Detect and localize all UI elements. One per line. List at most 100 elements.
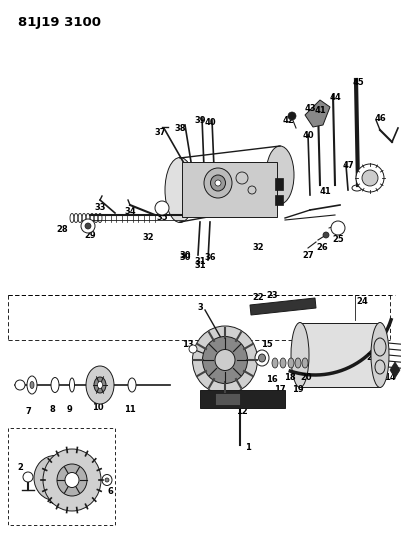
Text: 16: 16 <box>265 376 277 384</box>
Ellipse shape <box>128 378 136 392</box>
Ellipse shape <box>86 366 114 404</box>
Ellipse shape <box>164 157 194 222</box>
Ellipse shape <box>254 350 268 366</box>
Ellipse shape <box>43 449 101 511</box>
Ellipse shape <box>287 358 293 368</box>
Ellipse shape <box>290 322 308 387</box>
Text: 38: 38 <box>174 124 185 133</box>
Text: 47: 47 <box>341 160 353 169</box>
Circle shape <box>330 221 344 235</box>
Ellipse shape <box>27 376 37 394</box>
Polygon shape <box>389 362 399 378</box>
Text: 81J19 3100: 81J19 3100 <box>18 16 101 29</box>
Circle shape <box>322 232 328 238</box>
Text: 36: 36 <box>204 254 215 262</box>
Text: 41: 41 <box>318 188 330 197</box>
Text: 40: 40 <box>204 117 215 126</box>
Ellipse shape <box>258 354 265 362</box>
Text: 25: 25 <box>331 236 343 245</box>
Text: 23: 23 <box>265 290 277 300</box>
Circle shape <box>81 219 95 233</box>
Circle shape <box>361 170 377 186</box>
Text: 7: 7 <box>25 408 31 416</box>
Ellipse shape <box>301 358 307 368</box>
Text: 30: 30 <box>179 251 190 260</box>
Ellipse shape <box>370 322 388 387</box>
Circle shape <box>188 345 196 353</box>
Ellipse shape <box>46 469 64 488</box>
Circle shape <box>155 201 168 215</box>
Text: 20: 20 <box>300 374 311 383</box>
Ellipse shape <box>202 336 247 384</box>
Ellipse shape <box>65 472 79 488</box>
Text: 8: 8 <box>49 406 55 415</box>
Ellipse shape <box>265 146 293 204</box>
Text: 42: 42 <box>282 116 293 125</box>
Circle shape <box>15 380 25 390</box>
Ellipse shape <box>97 382 102 389</box>
Text: 28: 28 <box>56 225 68 235</box>
Text: 18: 18 <box>284 374 295 383</box>
Ellipse shape <box>203 168 231 198</box>
Ellipse shape <box>30 382 34 389</box>
Circle shape <box>85 223 91 229</box>
Bar <box>274 178 282 190</box>
Ellipse shape <box>105 478 109 482</box>
Text: 4: 4 <box>49 497 55 506</box>
Circle shape <box>355 164 383 192</box>
Text: 19: 19 <box>292 385 303 394</box>
Ellipse shape <box>69 378 74 392</box>
Text: 45: 45 <box>351 77 363 86</box>
Ellipse shape <box>34 456 76 500</box>
Ellipse shape <box>192 326 257 394</box>
Text: 39: 39 <box>194 116 205 125</box>
Text: 41: 41 <box>313 106 325 115</box>
Text: 22: 22 <box>251 294 263 303</box>
Polygon shape <box>304 100 329 127</box>
Text: 28: 28 <box>365 175 377 184</box>
Text: 26: 26 <box>315 244 327 253</box>
Ellipse shape <box>102 474 112 486</box>
Text: 29: 29 <box>84 230 95 239</box>
Ellipse shape <box>215 180 221 186</box>
Polygon shape <box>249 298 315 315</box>
Bar <box>215 393 239 405</box>
Ellipse shape <box>210 175 225 191</box>
Text: 6: 6 <box>107 488 113 497</box>
Ellipse shape <box>94 377 106 393</box>
Text: 3: 3 <box>196 303 203 312</box>
Text: 30: 30 <box>179 254 190 262</box>
Text: 27: 27 <box>302 251 313 260</box>
Circle shape <box>23 472 33 482</box>
Text: 33: 33 <box>94 204 105 213</box>
Text: 40: 40 <box>302 131 313 140</box>
Text: 34: 34 <box>124 207 136 216</box>
Bar <box>182 162 276 217</box>
Text: 9: 9 <box>67 406 73 415</box>
Text: 14: 14 <box>383 374 395 383</box>
Text: 11: 11 <box>124 406 136 415</box>
Ellipse shape <box>279 358 285 368</box>
Text: 24: 24 <box>355 297 367 306</box>
Circle shape <box>287 112 295 120</box>
Text: 46: 46 <box>373 114 385 123</box>
Text: 35: 35 <box>156 214 167 222</box>
Ellipse shape <box>271 358 277 368</box>
Text: 15: 15 <box>261 341 272 350</box>
Text: 10: 10 <box>92 403 103 413</box>
Ellipse shape <box>51 377 59 392</box>
Bar <box>299 323 379 388</box>
Bar <box>200 390 284 408</box>
Ellipse shape <box>294 358 300 368</box>
Text: 17: 17 <box>273 385 285 394</box>
Text: 31: 31 <box>194 261 205 270</box>
Text: 44: 44 <box>328 93 340 101</box>
Text: 2: 2 <box>17 464 23 472</box>
Bar <box>274 195 282 205</box>
Ellipse shape <box>57 464 87 496</box>
Text: 37: 37 <box>154 127 165 136</box>
Ellipse shape <box>215 350 235 370</box>
Text: 32: 32 <box>251 244 263 253</box>
Text: 21: 21 <box>365 353 377 362</box>
Text: 31: 31 <box>194 257 205 266</box>
